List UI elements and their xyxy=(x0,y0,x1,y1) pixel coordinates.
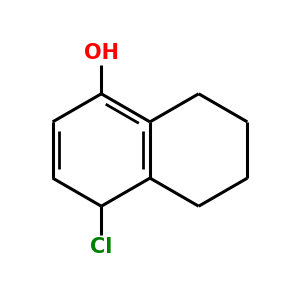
Text: Cl: Cl xyxy=(90,237,112,257)
Text: OH: OH xyxy=(84,43,119,63)
